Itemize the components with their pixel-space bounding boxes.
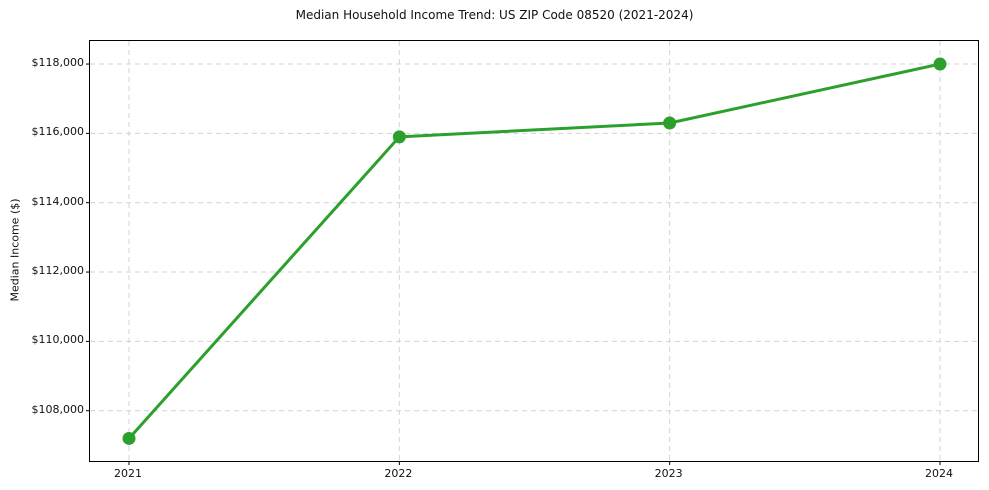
y-axis-label: Median Income ($) (8, 198, 22, 302)
y-tick-label: $112,000 (31, 264, 85, 278)
data-point-marker (663, 116, 677, 130)
income-trend-line (127, 62, 942, 440)
x-tick-label: 2021 (114, 467, 142, 480)
line-chart-canvas (86, 41, 978, 465)
data-point-marker (933, 57, 947, 71)
y-tick-label: $116,000 (31, 125, 85, 139)
data-point-marker (122, 431, 136, 445)
chart-title: Median Household Income Trend: US ZIP Co… (295, 8, 694, 22)
y-tick-label: $108,000 (31, 402, 85, 416)
y-tick-label: $110,000 (31, 333, 85, 347)
x-tick-label: 2023 (654, 467, 683, 480)
plot-area (86, 40, 979, 465)
x-tick-label: 2022 (384, 467, 413, 480)
x-tick-label: 2024 (925, 467, 953, 480)
y-tick-label: $114,000 (31, 194, 85, 208)
data-point-marker (392, 130, 406, 144)
y-tick-label: $118,000 (31, 56, 85, 70)
